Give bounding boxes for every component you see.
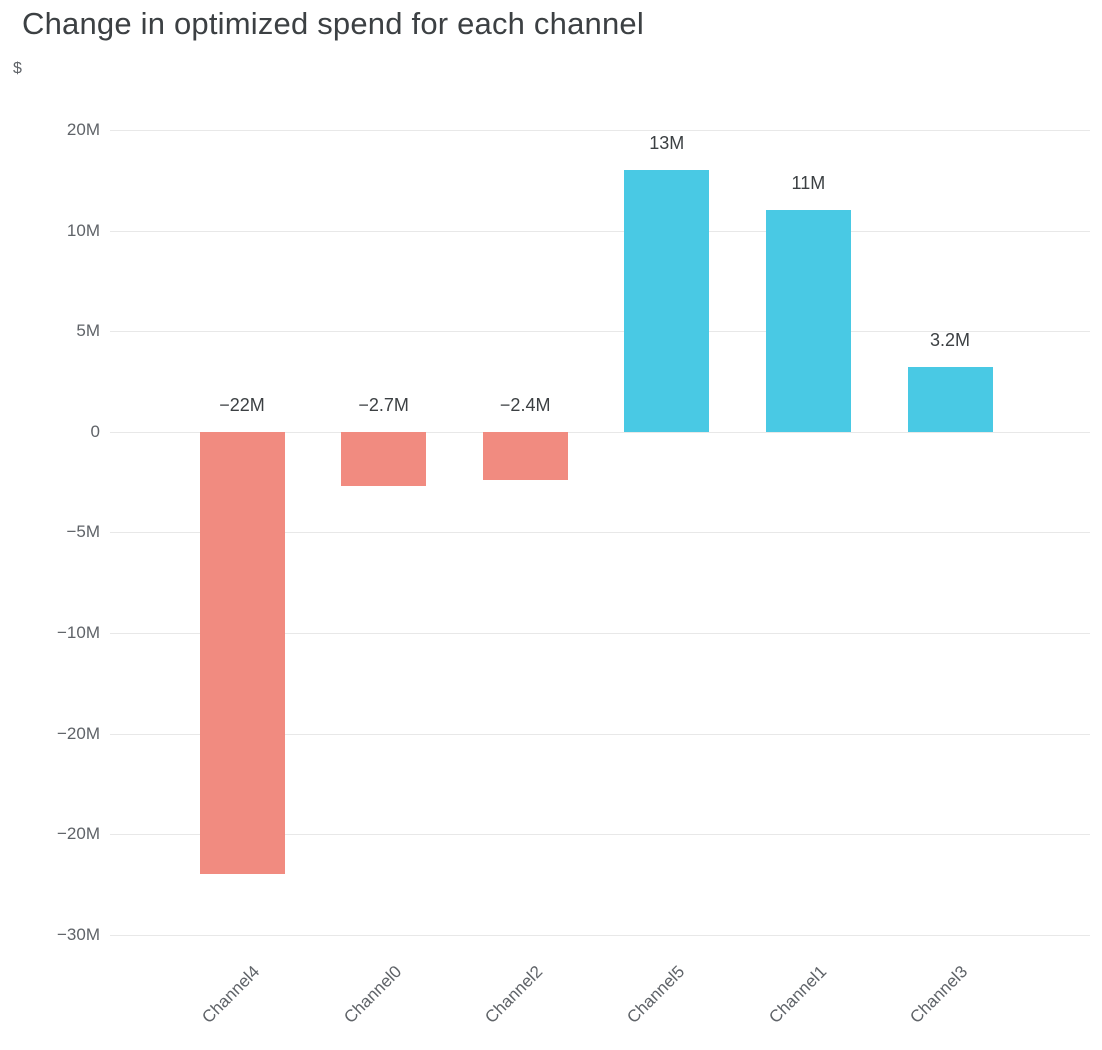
y-axis-tick-label: −5M	[66, 522, 100, 542]
x-axis-label: Channel4	[198, 962, 264, 1027]
y-gridline	[110, 633, 1090, 634]
y-axis-units-label: $	[13, 60, 22, 77]
y-gridline	[110, 431, 1090, 433]
x-axis-label: Channel1	[764, 962, 830, 1027]
bar-value-label: 11M	[791, 173, 826, 194]
x-axis-label: Channel5	[623, 962, 689, 1027]
bar-channel0	[341, 431, 427, 487]
bar-value-label: 3.2M	[929, 330, 971, 351]
y-gridline	[110, 331, 1090, 333]
bar-value-label: 13M	[649, 133, 685, 154]
x-axis-label: Channel3	[906, 962, 972, 1027]
bar-channel4	[199, 431, 285, 875]
y-gridline	[110, 733, 1090, 735]
y-axis-tick-label: 5M	[76, 321, 100, 341]
y-axis-tick-label: −20M	[57, 824, 100, 844]
y-axis-tick-label: 0	[90, 421, 100, 441]
chart-title: Change in optimized spend for each chann…	[22, 6, 644, 41]
y-gridline	[110, 130, 1090, 131]
y-gridline	[110, 834, 1090, 836]
y-axis-tick-label: −30M	[57, 924, 100, 944]
y-axis-tick-label: 10M	[66, 220, 100, 240]
bar-channel5	[624, 170, 710, 432]
y-axis-tick-label: −10M	[57, 623, 100, 642]
bar-channel3	[907, 367, 993, 432]
x-axis-label: Channel0	[340, 962, 406, 1027]
y-axis-tick-label: 20M	[66, 120, 100, 139]
bar-channel1	[765, 210, 851, 432]
bar-value-label: −2.4M	[499, 394, 551, 415]
y-gridline	[110, 934, 1090, 936]
x-axis-label: Channel2	[481, 962, 547, 1027]
bar-value-label: −2.7M	[358, 394, 409, 415]
y-gridline	[110, 532, 1090, 534]
y-gridline	[110, 230, 1090, 232]
y-axis-tick-label: −20M	[57, 723, 100, 743]
bar-value-label: −22M	[219, 394, 265, 415]
bar-channel2	[482, 431, 568, 481]
